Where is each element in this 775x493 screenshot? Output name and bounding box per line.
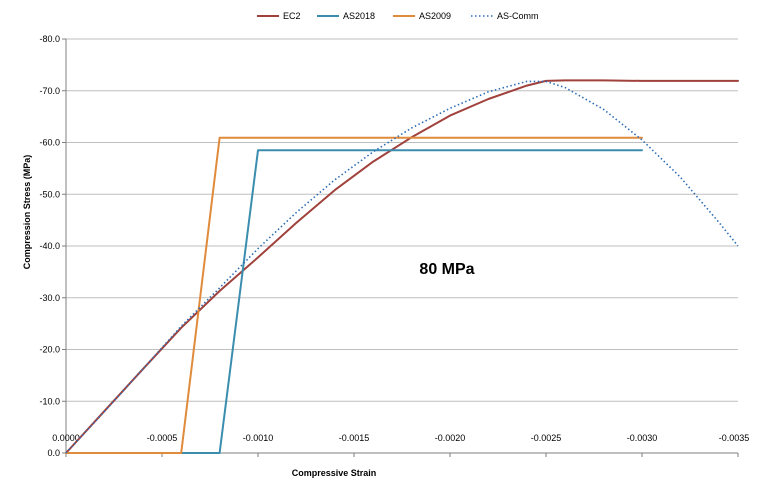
- legend-label: AS2018: [343, 11, 375, 21]
- legend-label: AS2009: [419, 11, 451, 21]
- series-line-as2018: [65, 149, 643, 454]
- x-tick-label: -0.0030: [627, 433, 658, 443]
- gridlines: [66, 38, 738, 402]
- y-tick-label: 0.0: [47, 448, 60, 458]
- y-tick-label: -40.0: [39, 241, 60, 251]
- x-tick-label: -0.0035: [719, 433, 750, 443]
- y-tick-label: -10.0: [39, 396, 60, 406]
- series-line-as-comm: [65, 80, 739, 454]
- legend-label: AS-Comm: [497, 11, 539, 21]
- x-tick-label: -0.0015: [339, 433, 370, 443]
- legend-item: AS2018: [317, 11, 375, 21]
- axes: 0.0 -10.0 -20.0 -30.0 -40.0 -50.0 -60.0 -70.0 -8…: [39, 34, 749, 458]
- x-tick-label: -0.0020: [435, 433, 466, 443]
- x-tick-label: 0.0000: [52, 433, 80, 443]
- y-axis-title: Compression Stress (MPa): [22, 155, 32, 270]
- series-lines: [65, 79, 739, 454]
- x-tick-label: -0.0005: [147, 433, 178, 443]
- legend: EC2 AS2018 AS2009 AS-Comm: [257, 11, 539, 21]
- legend-item: AS2009: [393, 11, 451, 21]
- x-tick-label: -0.0025: [531, 433, 562, 443]
- annotation-label: 80 MPa: [419, 261, 474, 278]
- y-tick-label: -70.0: [39, 86, 60, 96]
- y-tick-label: -80.0: [39, 34, 60, 44]
- x-axis-title: Compressive Strain: [292, 468, 377, 478]
- y-tick-label: -30.0: [39, 293, 60, 303]
- y-tick-label: -60.0: [39, 138, 60, 148]
- series-line-ec2: [65, 79, 739, 454]
- legend-item: EC2: [257, 11, 301, 21]
- legend-item: AS-Comm: [471, 11, 539, 21]
- x-tick-label: -0.0010: [243, 433, 274, 443]
- y-tick-label: -50.0: [39, 189, 60, 199]
- legend-label: EC2: [283, 11, 301, 21]
- y-tick-label: -20.0: [39, 345, 60, 355]
- series-line-as2009: [65, 136, 643, 454]
